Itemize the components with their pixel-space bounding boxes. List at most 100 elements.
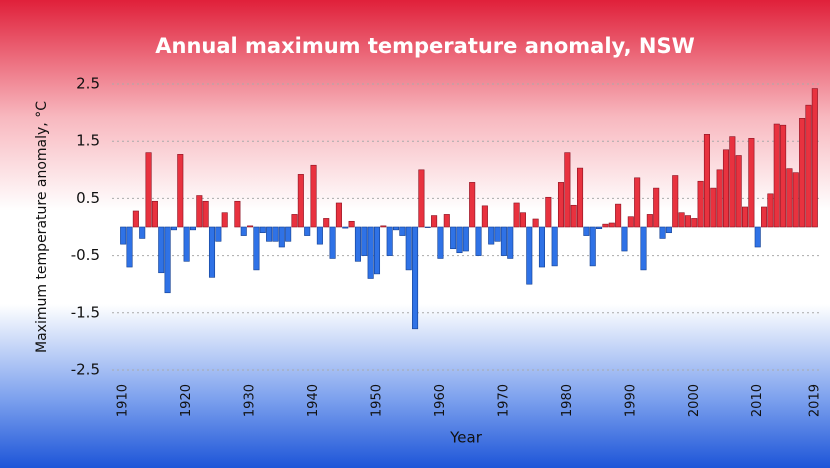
bar [761, 206, 768, 228]
bar [158, 226, 165, 274]
bar [240, 226, 247, 236]
x-tick-label: 1980 [560, 384, 575, 417]
bar [412, 226, 419, 330]
bar [170, 226, 177, 231]
bar [481, 205, 488, 228]
y-tick-label: 1.5 [76, 132, 100, 150]
bar [164, 226, 171, 294]
y-tick-label: 0.5 [76, 189, 100, 207]
bar [456, 226, 463, 254]
y-tick-label: -0.5 [71, 246, 100, 264]
bar [380, 225, 387, 228]
bar [437, 226, 444, 259]
bar [735, 155, 742, 228]
bar [551, 226, 558, 267]
bar [266, 226, 273, 242]
bar [513, 202, 520, 228]
bar [361, 226, 368, 256]
bar [583, 226, 590, 236]
bar [507, 226, 514, 259]
bar [488, 226, 495, 245]
bar [177, 154, 184, 228]
bar [640, 226, 647, 271]
bar [792, 172, 799, 228]
bar [475, 226, 482, 256]
bar [557, 182, 565, 228]
bar [323, 218, 330, 228]
y-axis-label: Maximum temperature anomaly, °C [34, 101, 50, 353]
bar [748, 138, 755, 228]
bar [799, 118, 806, 228]
bar [278, 226, 285, 248]
bar [500, 226, 507, 256]
bar [532, 218, 539, 228]
x-tick-label: 1910 [116, 384, 131, 417]
bar [392, 226, 400, 231]
bar [126, 226, 133, 268]
bar [678, 212, 685, 228]
x-tick-label: 1960 [433, 384, 448, 417]
bar [208, 226, 216, 278]
x-tick-label: 1940 [306, 384, 321, 417]
bar [469, 182, 476, 228]
bar [691, 218, 698, 228]
bar [545, 196, 552, 228]
bar [519, 212, 526, 228]
bar [183, 226, 190, 262]
bar [722, 149, 730, 228]
bar [596, 226, 603, 230]
x-tick-label: 1920 [179, 384, 194, 417]
y-tick-label: -2.5 [71, 361, 100, 379]
bar [494, 226, 501, 242]
bar [196, 195, 203, 228]
x-tick-label: 2019 [807, 384, 822, 417]
bar [354, 226, 361, 262]
bar [665, 226, 672, 234]
bar [741, 206, 749, 228]
bar [316, 226, 323, 245]
bar [431, 215, 438, 228]
bar [132, 210, 139, 228]
bar [805, 104, 812, 228]
bar [348, 220, 355, 228]
x-tick-label: 2000 [687, 384, 702, 417]
bar [615, 203, 622, 228]
bar [373, 226, 381, 275]
bar [424, 226, 431, 228]
bar [811, 88, 818, 228]
x-tick-label: 1990 [623, 384, 638, 417]
y-tick-label: 2.5 [76, 75, 100, 93]
bar [202, 200, 209, 228]
bar [405, 226, 412, 271]
bar [786, 168, 793, 228]
bar [589, 226, 596, 267]
x-tick-label: 2010 [750, 384, 765, 417]
bar [462, 226, 469, 252]
bar [329, 226, 336, 259]
bar [285, 226, 292, 242]
y-tick-label: -1.5 [71, 303, 100, 321]
x-axis-label: Year [449, 429, 483, 447]
bar [564, 152, 571, 228]
bar [773, 123, 780, 228]
bar [259, 226, 266, 234]
bar [253, 226, 260, 271]
bar [697, 180, 704, 228]
bar [608, 222, 615, 228]
bar [634, 177, 641, 228]
bar [247, 225, 254, 228]
bar [570, 204, 577, 228]
bar [335, 202, 342, 228]
bar [780, 124, 787, 228]
bar [703, 134, 710, 228]
bar [646, 214, 653, 228]
bar [342, 226, 349, 229]
bar [234, 200, 241, 228]
bar [716, 169, 723, 228]
bar [272, 226, 279, 242]
bar [621, 226, 628, 252]
bar [672, 175, 679, 228]
bar [754, 226, 761, 248]
x-tick-label: 1950 [369, 384, 384, 417]
